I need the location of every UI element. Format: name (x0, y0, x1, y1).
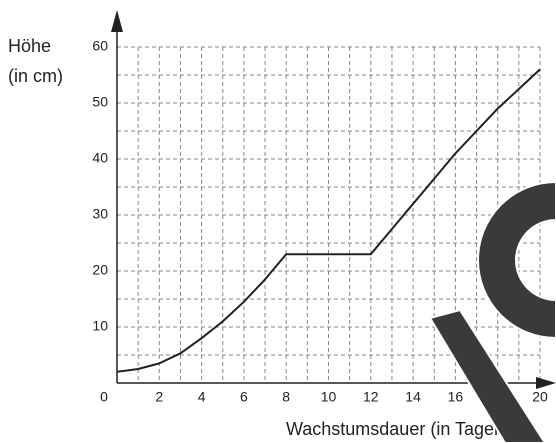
y-label: (in cm) (8, 66, 63, 86)
x-label: Wachstumsdauer (in Tagen) (286, 419, 510, 439)
watermark-stroke (428, 308, 547, 443)
x-tick-label: 6 (240, 389, 248, 405)
y-label: Höhe (8, 36, 51, 56)
x-tick-label: 8 (282, 389, 290, 405)
x-tick-label: 0 (100, 389, 108, 405)
watermark (428, 180, 556, 443)
watermark-arc (477, 180, 556, 340)
line (116, 68, 541, 373)
x-tick-label: 14 (405, 389, 421, 405)
y-tick-label: 50 (92, 94, 108, 110)
y-tick-label: 40 (92, 150, 108, 166)
x-tick-label: 20 (532, 389, 548, 405)
x-tick-label: 16 (448, 389, 464, 405)
y-axis-arrow (111, 10, 123, 32)
x-tick-label: 12 (363, 389, 379, 405)
y-tick-label: 10 (92, 318, 108, 334)
y-tick-label: 60 (92, 38, 108, 54)
x-axis-arrow (536, 377, 556, 389)
y-tick-label: 20 (92, 262, 108, 278)
x-tick-label: 2 (155, 389, 163, 405)
plot: 02468101214161820102030405060 (92, 10, 556, 405)
x-tick-label: 10 (321, 389, 337, 405)
y-tick-label: 30 (92, 206, 108, 222)
x-tick-label: 4 (198, 389, 206, 405)
